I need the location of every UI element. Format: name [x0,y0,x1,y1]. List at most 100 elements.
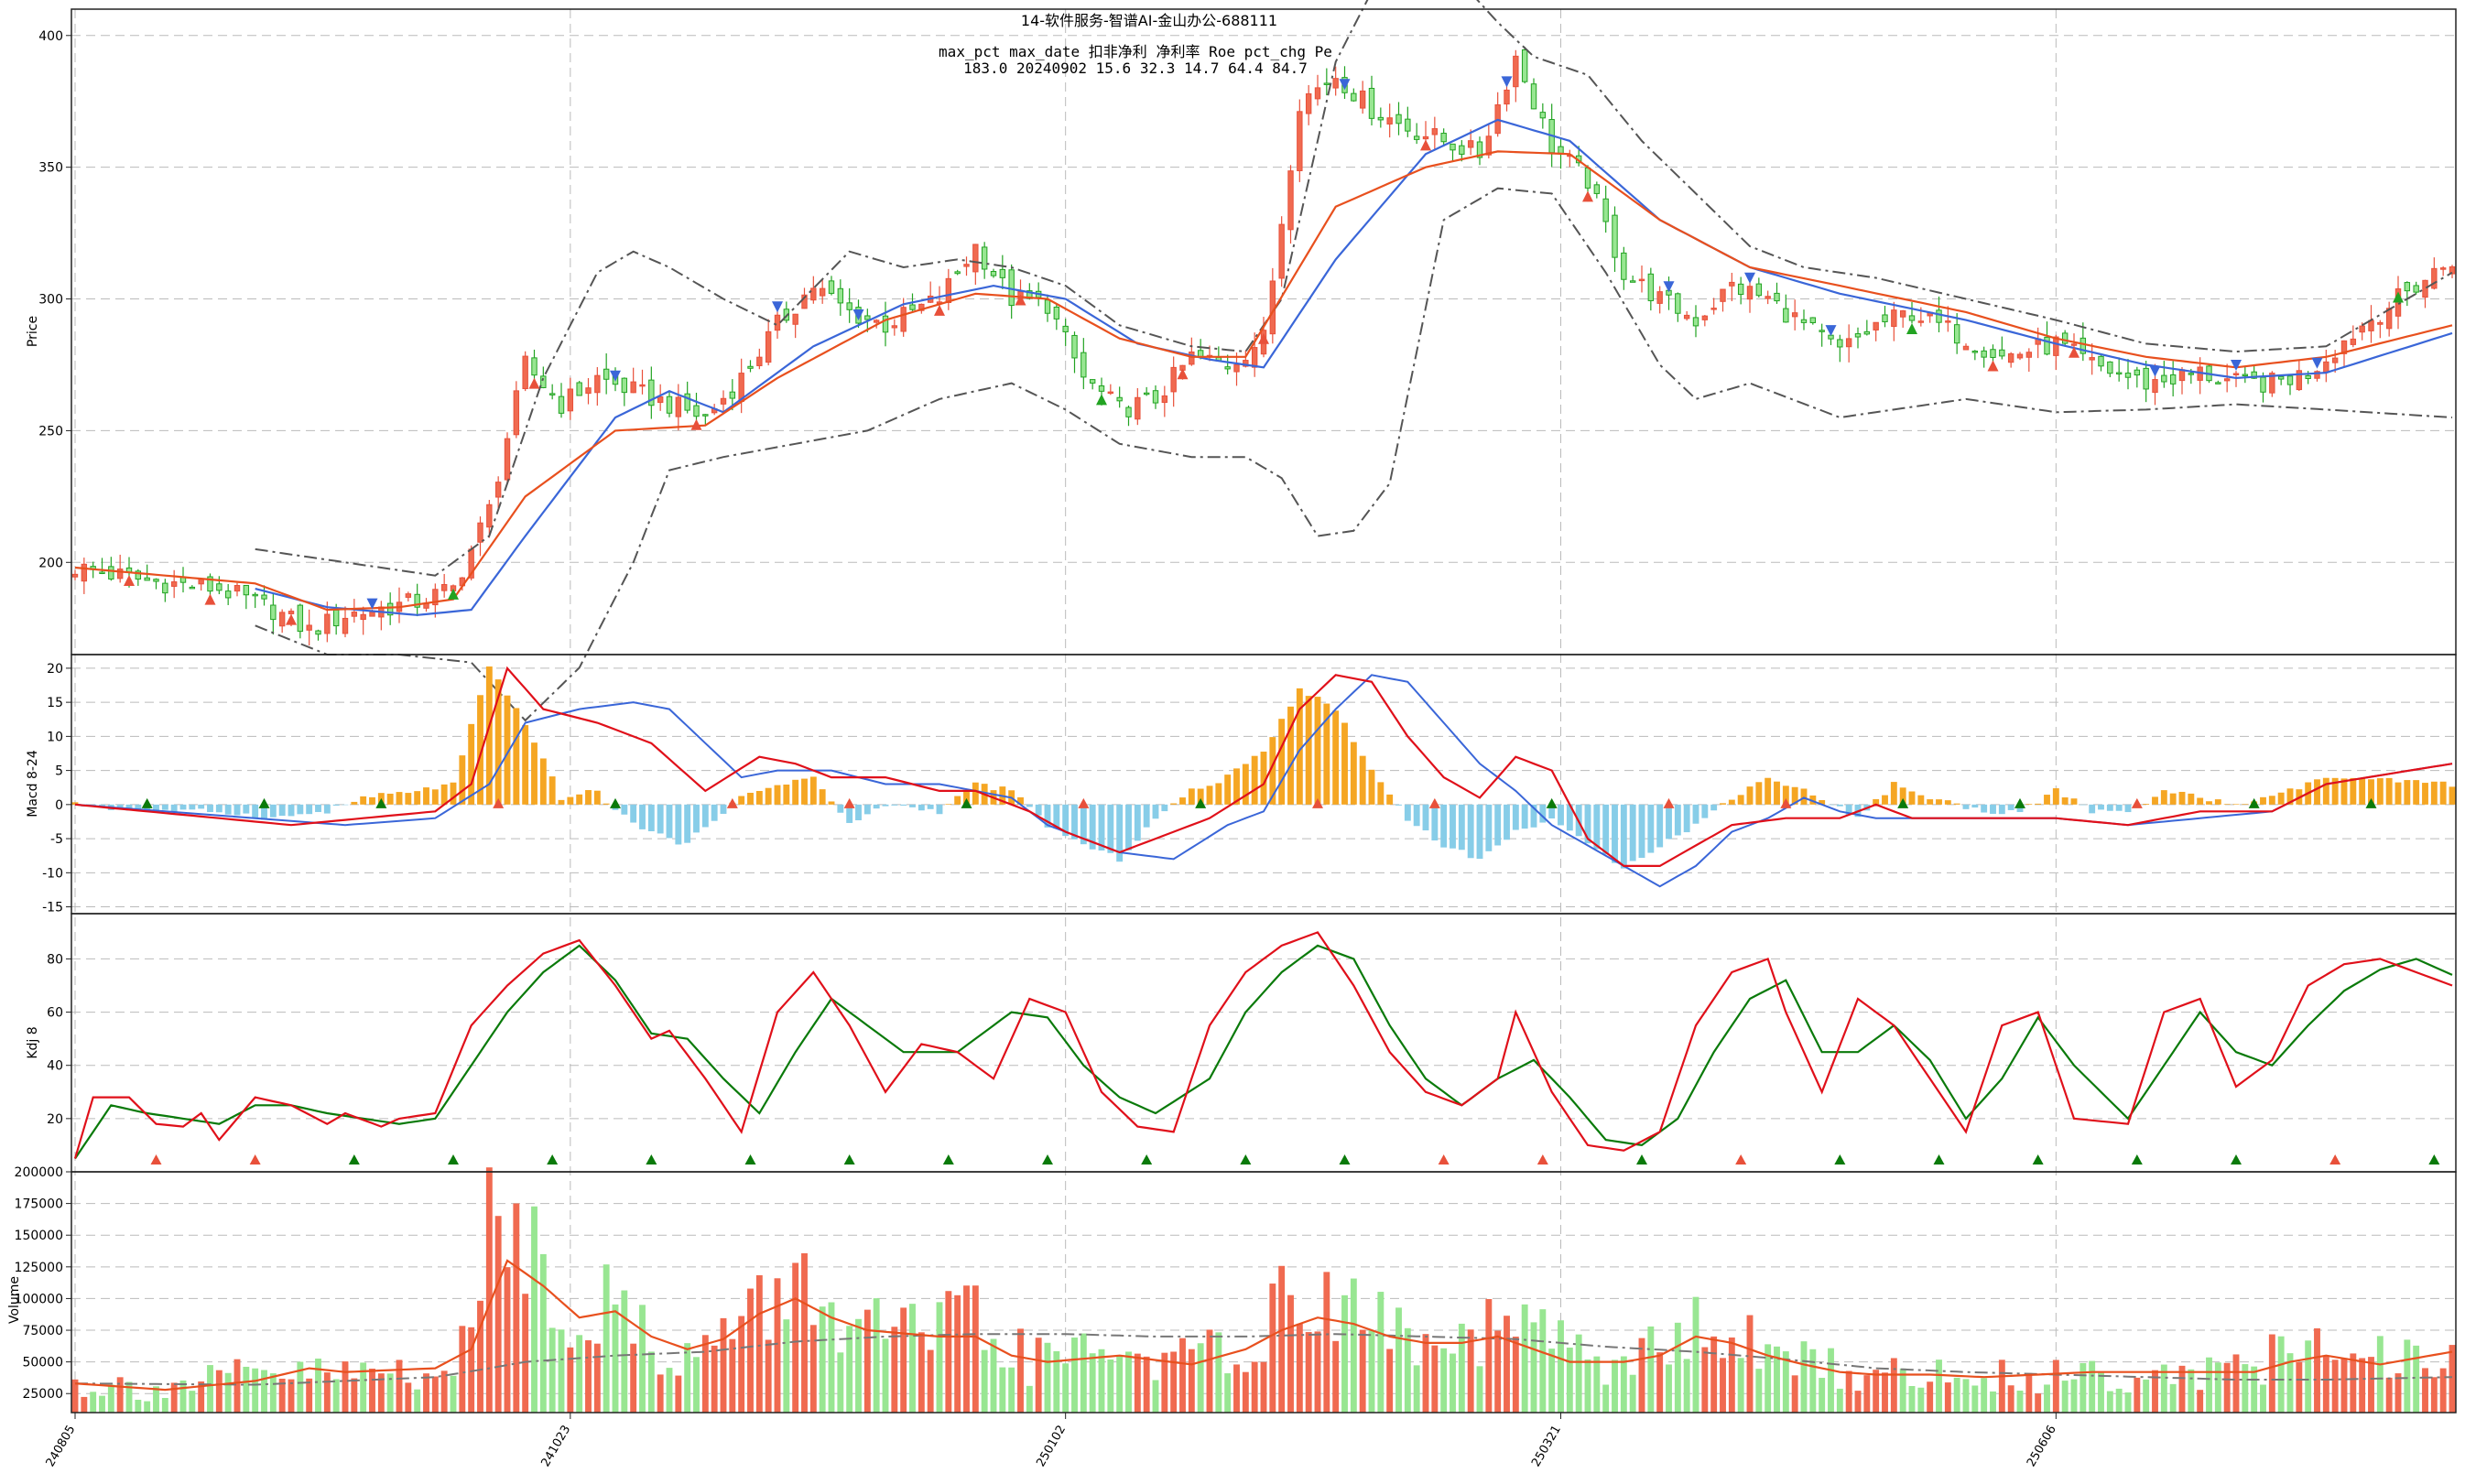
macd-ylabel: Macd 8-24 [26,750,40,818]
candle-body [1071,334,1078,359]
volume-bar [1944,1382,1951,1413]
macd-histogram-bar [2314,779,2320,805]
volume-bar [2340,1358,2348,1413]
macd-histogram-bar [621,804,628,815]
candle-body [2286,375,2294,385]
macd-histogram-bar [1233,768,1240,805]
volume-panel [71,1167,2456,1413]
macd-histogram-bar [1197,788,1204,805]
candle-body [1908,315,1916,321]
kdj-signal-marker [942,1154,954,1164]
candle-body [1152,390,1159,404]
candle-body [2350,338,2357,345]
macd-histogram-bar [1062,804,1070,837]
volume-bar [1080,1333,1087,1413]
macd-histogram-bar [1890,782,1897,805]
volume-bar [1071,1338,1078,1413]
volume-bar [1485,1298,1493,1413]
macd-histogram-bar [2322,777,2329,805]
y-tick-label: 20 [47,662,63,677]
macd-histogram-bar [2286,788,2294,805]
volume-bar [1107,1359,1114,1413]
candle-body [1161,395,1168,404]
macd-histogram-bar [1431,804,1439,841]
signal-marker [772,301,783,313]
candle-body [2251,371,2257,379]
macd-histogram-bar [1296,688,1303,805]
candle-body [261,594,267,600]
candle-body [945,277,952,303]
macd-histogram-bar [450,782,457,805]
candle-body [963,264,970,267]
signal-marker [2393,291,2404,303]
macd-histogram-bar [603,803,610,805]
macd-histogram-bar [144,804,151,812]
y-tick-label: 0 [55,798,63,813]
macd-histogram-bar [1476,804,1483,860]
volume-bar [999,1367,1006,1413]
macd-histogram-bar [1422,804,1429,831]
volume-bar [909,1304,916,1413]
candle-body [144,577,150,581]
volume-bar [1990,1391,1996,1413]
macd-histogram-bar [468,723,475,805]
candle-body [1530,83,1537,110]
macd-histogram-bar [1152,804,1159,819]
volume-bar [1278,1265,1286,1413]
volume-bar [261,1370,267,1413]
macd-histogram-bar [1071,804,1078,839]
macd-histogram-bar [891,804,898,806]
volume-bar [153,1386,159,1413]
candle-body [774,314,781,331]
volume-bar [1233,1364,1240,1413]
volume-bar [1728,1337,1735,1413]
candle-body [324,613,331,634]
macd-histogram-bar [2449,786,2456,805]
macd-histogram-bar [2214,799,2221,805]
macd-histogram-bar [2106,804,2113,811]
candle-body [864,315,871,320]
candle-body [360,613,366,621]
volume-bar [2359,1358,2366,1413]
kdj-signal-marker [1933,1154,1945,1164]
volume-bar [2286,1353,2294,1413]
kdj-signal-marker [1537,1154,1548,1164]
macd-panel [71,666,2456,888]
signal-marker [204,593,216,605]
candle-body [900,307,907,332]
volume-bar [2223,1362,2231,1413]
candle-body [1945,320,1951,323]
candle-body [2422,279,2428,298]
macd-histogram-bar [2394,782,2402,805]
volume-bar [2152,1370,2158,1413]
volume-bar [99,1395,105,1413]
macd-histogram-bar [1809,795,1817,805]
volume-bar [1774,1346,1780,1413]
macd-histogram-bar [1927,799,1934,805]
volume-bar [1845,1370,1852,1413]
candle-body [1593,184,1601,194]
candle-body [882,315,889,333]
volume-bar [2007,1385,2014,1413]
volume-bar [747,1288,754,1413]
macd-signal-marker [1312,797,1323,808]
macd-histogram-bar [405,793,412,805]
signal-marker [2231,359,2242,371]
volume-bar [1314,1331,1321,1413]
candle-body [2025,352,2033,358]
candle-body [2449,265,2456,275]
macd-signal-marker [726,797,738,808]
candle-body [2152,379,2158,394]
macd-histogram-bar [755,791,763,805]
macd-signal-marker [1078,797,1090,808]
macd-histogram-bar [2197,797,2204,805]
signal-marker [852,309,864,321]
signal-marker [1744,272,1755,284]
candle-body [684,393,690,411]
candle-body [693,405,700,417]
macd-histogram-bar [494,679,502,805]
volume-bar [1809,1349,1817,1413]
signal-marker [1501,76,1513,88]
volume-bar [1098,1349,1105,1413]
volume-bar [423,1373,429,1413]
